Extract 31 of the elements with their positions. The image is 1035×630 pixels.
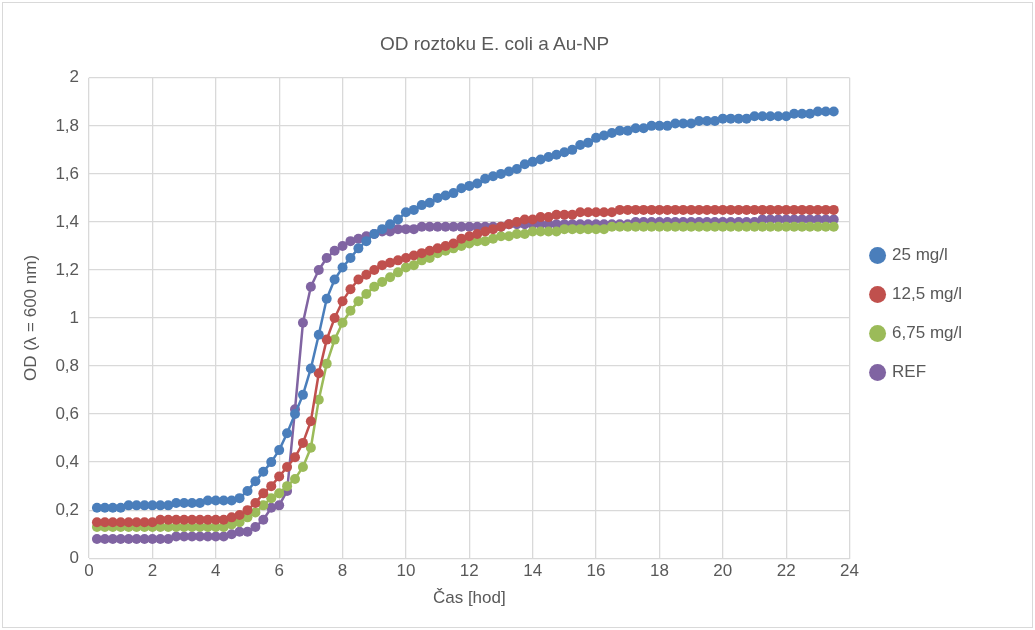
y-tick-label: 1,4 [55,211,80,231]
x-axis-title: Čas [hod] [432,588,506,608]
chart-title: OD roztoku E. coli a Au-NP [379,32,610,54]
x-tick-label: 6 [274,561,284,581]
y-tick-label: 1,2 [55,259,80,279]
x-tick-label: 24 [840,561,860,581]
y-tick-label: 1,6 [55,163,80,183]
y-tick-label: 0 [69,547,80,567]
x-tick-label: 16 [586,561,606,581]
y-axis-title: OD (λ = 600 nm) [20,254,40,382]
x-tick-label: 10 [396,561,416,581]
x-tick-label: 18 [649,561,669,581]
y-tick-label: 2 [69,67,80,87]
x-tick-label: 14 [523,561,543,581]
y-tick-label: 1,8 [55,115,80,135]
x-tick-label: 4 [211,561,221,581]
x-tick-label: 8 [337,561,348,581]
x-tick-label: 2 [147,561,158,581]
x-tick-label: 12 [459,561,479,581]
x-tick-label: 0 [84,561,94,581]
y-tick-label: 0,6 [55,403,80,423]
x-tick-label: 22 [776,561,796,581]
y-tick-label: 0,4 [55,451,80,471]
legend-label: 12,5 mg/l [892,284,963,304]
x-tick-label: 20 [713,561,733,581]
y-tick-label: 0,2 [55,499,80,519]
legend-label: 25 mg/l [892,245,948,265]
y-tick-label: 0,8 [55,355,80,375]
y-tick-label: 1 [69,307,80,327]
legend-label: REF [892,362,927,382]
legend-label: 6,75 mg/l [892,323,963,343]
